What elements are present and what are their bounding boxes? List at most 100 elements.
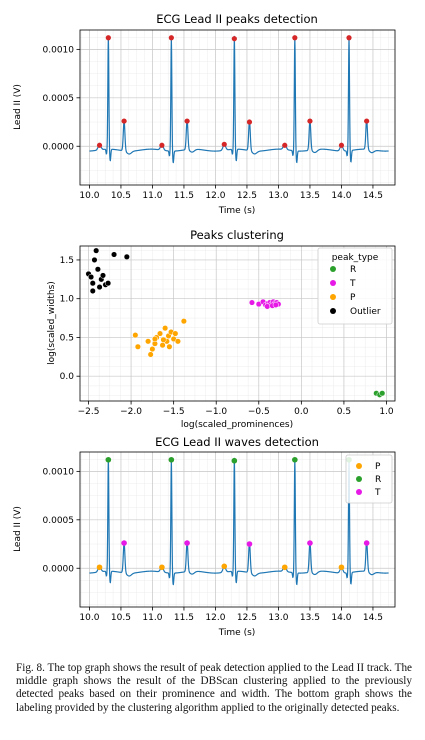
chart3-title: ECG Lead II waves detection [155,435,319,449]
cluster-point-p [132,332,139,339]
chart3-legend-items: PRT [356,462,381,498]
cluster-point-outlier [89,287,96,295]
cluster-point-t [248,299,256,306]
chart3-series [89,456,389,586]
wave-marker-t [363,540,370,546]
x-tick-label: 0.5 [337,407,351,417]
cluster-point-outlier [93,247,100,254]
chart3-ticks: 10.0 10.5 11.0 11.5 12.0 12.5 13.0 13.5 14.0 14.5… [43,467,383,623]
legend-marker-p [356,463,362,469]
x-tick-label: 0.0 [294,407,309,417]
peak-marker [246,119,253,125]
x-tick-label: 11.0 [142,191,162,201]
legend-marker-r [356,476,362,482]
x-tick-label: 14.5 [363,613,383,623]
cluster-point-p [149,346,156,353]
peak-marker [184,118,190,124]
peak-marker [159,142,165,148]
x-tick-label: 14.0 [331,191,351,201]
chart-peaks-clustering: Peaks clustering −2.5 −2.0 −1.5 −1.0 −0.5 0.0… [47,228,396,430]
cluster-point-outlier [94,266,101,273]
y-tick-label: 0.5 [60,333,74,343]
legend-label-t: T [374,488,381,498]
x-tick-label: 12.5 [237,191,257,201]
chart3-xlabel: Time (s) [218,628,256,638]
peak-marker [338,142,345,148]
x-tick-label: −1.0 [205,407,227,417]
wave-marker-r [105,456,112,463]
x-tick-label: 14.5 [363,191,383,201]
wave-marker-p [338,564,345,571]
x-tick-label: 12.5 [237,613,257,623]
y-tick-label: 1.5 [60,256,74,266]
peak-marker [96,142,103,148]
cluster-point-outlier [111,251,118,258]
wave-marker-t [121,540,127,546]
wave-marker-r [168,456,175,463]
chart1-grid [80,30,395,185]
chart2-legend-title: peak_type [332,253,379,263]
chart1-series [89,35,389,164]
y-tick-label: 0.0010 [43,45,75,55]
cluster-point-p [174,338,181,345]
cluster-point-outlier [99,272,107,279]
legend-marker-outlier [330,308,336,314]
peak-marker [282,142,288,148]
cluster-point-outlier [88,273,95,281]
chart2-legend: peak_type RTP Outlier [317,247,393,325]
y-tick-label: 0.0010 [43,467,75,477]
wave-marker-r [231,457,238,464]
x-tick-label: 12.0 [205,613,225,623]
cluster-point-outlier [96,284,103,291]
figure: ECG Lead II peaks detection 10.0 10.5 11.0… [13,12,396,638]
cluster-point-outlier [105,280,112,287]
cluster-point-p [172,330,179,337]
x-tick-label: −1.5 [163,407,185,417]
legend-marker-t [330,280,336,286]
peak-marker [364,118,370,124]
ecg-signal-line [89,35,389,164]
figure-caption: Fig. 8. The top graph shows the result o… [16,662,413,714]
peak-marker [221,141,227,147]
x-tick-label: 13.0 [268,613,288,623]
wave-marker-p [159,564,165,571]
wave-marker-t [307,540,313,546]
x-tick-label: 10.5 [111,613,131,623]
x-tick-label: 12.0 [205,191,225,201]
x-tick-label: 13.5 [300,613,320,623]
chart-waves-detection: ECG Lead II waves detection 10.0 10.5 11.0… [13,435,396,638]
wave-marker-t [246,541,253,547]
chart2-series [85,247,386,398]
x-tick-label: 11.5 [174,613,194,623]
legend-marker-r [330,266,336,272]
cluster-point-p [166,343,173,350]
wave-marker-p [96,564,103,571]
peak-marker [121,118,127,124]
legend-label-t: T [349,279,356,289]
x-tick-label: −0.5 [248,407,270,417]
chart1-xlabel: Time (s) [218,206,256,216]
chart3-axes-frame [79,451,396,608]
cluster-point-t [272,301,279,308]
cluster-point-p [147,351,154,358]
y-tick-label: 0.0 [60,372,75,382]
cluster-point-r [379,390,386,397]
x-tick-label: −2.5 [78,407,100,417]
peak-marker [231,36,237,42]
x-tick-label: −2.0 [120,407,142,417]
chart2-legend-box [317,247,393,325]
chart2-axes-frame [79,245,396,402]
x-tick-label: 11.5 [174,191,194,201]
y-tick-label: 0.0005 [43,516,75,526]
wave-marker-r [292,456,298,463]
peak-marker [292,35,298,41]
legend-label-outlier: Outlier [350,307,381,317]
cluster-point-p [156,330,164,337]
chart1-title: ECG Lead II peaks detection [156,12,318,26]
cluster-point-p [180,318,187,325]
chart3-legend-box [345,454,393,504]
peak-marker [168,35,174,41]
legend-marker-t [356,489,362,495]
chart1-axes-frame [79,29,396,186]
cluster-point-p [160,336,167,343]
